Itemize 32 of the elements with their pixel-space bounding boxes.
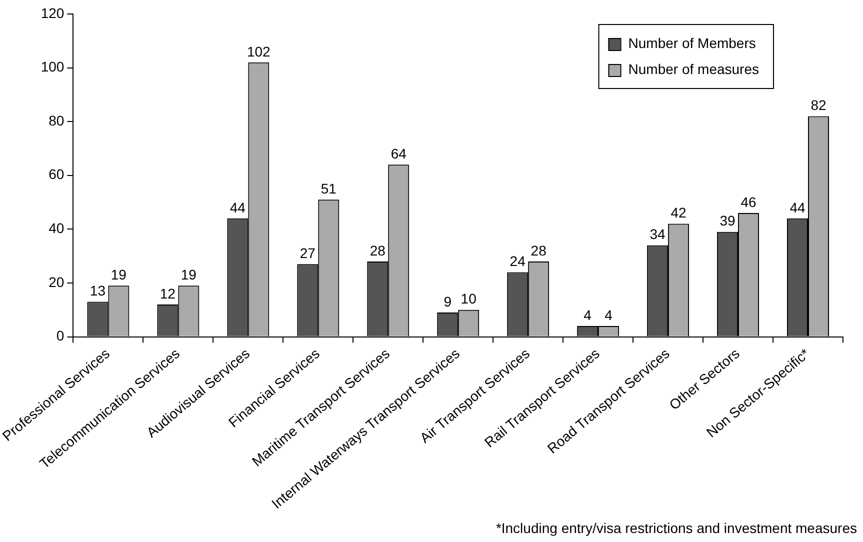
data-label: 42: [670, 204, 687, 221]
data-label: 46: [740, 194, 757, 210]
data-label: 13: [90, 282, 106, 299]
data-label: 24: [510, 253, 526, 270]
data-label: 9: [444, 293, 452, 310]
data-label: 19: [110, 266, 127, 283]
data-label: 4: [604, 306, 613, 323]
data-label: 64: [390, 145, 407, 162]
data-label: 27: [300, 245, 316, 261]
y-tick-label: 0: [56, 328, 64, 344]
data-label: 102: [246, 43, 271, 60]
data-label: 44: [230, 199, 246, 216]
y-tick-label: 100: [40, 58, 64, 75]
data-label: 4: [584, 306, 592, 323]
data-label: 82: [810, 97, 827, 114]
y-tick-label: 120: [40, 4, 64, 21]
data-label: 28: [530, 242, 547, 258]
y-tick-label: 40: [48, 220, 64, 236]
y-tick-label: 20: [48, 274, 64, 290]
text: *Including entry/visa restrictions and investment measures: [496, 520, 857, 536]
data-label: 10: [460, 290, 477, 307]
data-label: 39: [720, 212, 736, 229]
legend-label: Number of measures: [628, 60, 759, 77]
data-label: 12: [160, 285, 176, 302]
y-tick-label: 80: [48, 112, 64, 128]
legend-label: Number of Members: [628, 34, 756, 51]
data-label: 19: [180, 266, 197, 283]
data-label: 28: [370, 242, 386, 258]
data-label: 34: [650, 226, 666, 242]
data-label: 51: [320, 180, 337, 196]
y-tick-label: 60: [48, 166, 64, 182]
data-label: 44: [790, 199, 806, 216]
